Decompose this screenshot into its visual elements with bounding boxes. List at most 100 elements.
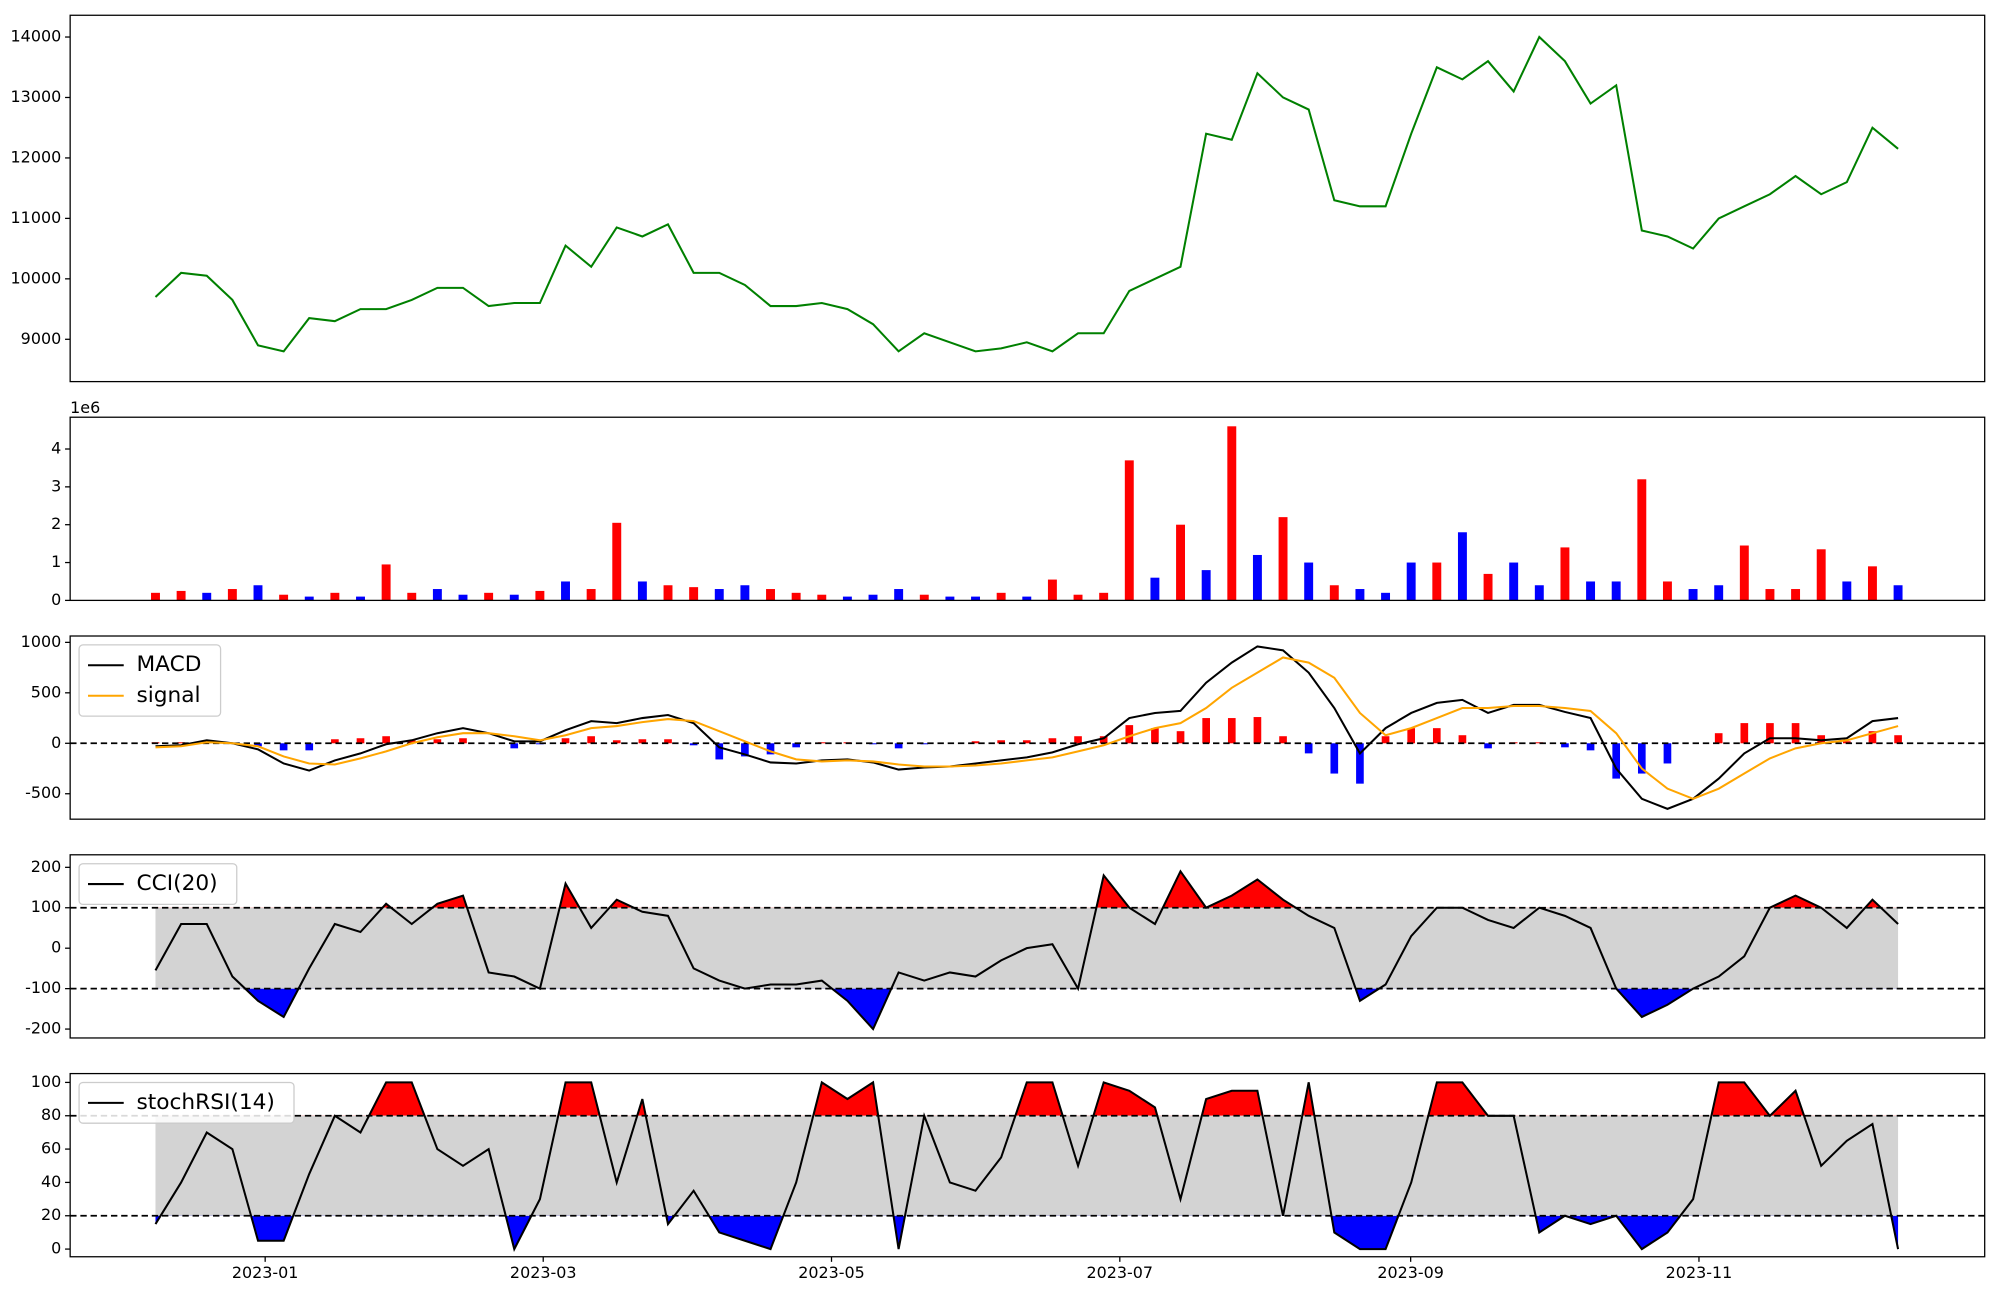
legend: stochRSI(14) [78, 1081, 295, 1124]
bar [1227, 718, 1236, 744]
legend-box [78, 863, 238, 906]
bar [1868, 731, 1877, 744]
y-tick-label: 9000 [21, 329, 62, 348]
bar [1304, 562, 1314, 601]
bar [1817, 735, 1826, 744]
bar [920, 743, 929, 745]
y-tick-label: 4 [51, 439, 61, 458]
y-tick-label: 10000 [11, 268, 62, 287]
y-tick-label: -200 [25, 1019, 61, 1038]
y-tick-label: 1000 [21, 632, 62, 651]
bar [689, 587, 699, 601]
bar [1022, 596, 1032, 601]
bar [1176, 524, 1186, 601]
x-tick-label: 2023-05 [798, 1263, 865, 1282]
bar [587, 736, 595, 744]
bar [1611, 581, 1621, 601]
bar [1688, 589, 1698, 601]
bar [305, 743, 314, 751]
bar [1561, 743, 1569, 748]
bar [868, 594, 878, 601]
bar [1586, 581, 1596, 601]
y-tick-label: 500 [31, 682, 61, 701]
bar [1637, 479, 1647, 601]
bar [253, 585, 263, 601]
bar [1279, 736, 1287, 744]
bar [1432, 562, 1442, 601]
legend-box [78, 1081, 295, 1124]
bar [509, 594, 519, 601]
bar [919, 594, 929, 601]
bar [894, 589, 904, 601]
y-tick-label: 1 [51, 552, 61, 571]
bar [714, 589, 724, 601]
bar [561, 581, 570, 601]
y-tick-label: 3 [51, 476, 61, 495]
y-tick-label: -500 [25, 783, 61, 802]
bar [1457, 532, 1467, 601]
bar [612, 740, 621, 744]
y-tick-label: 2 [51, 514, 61, 533]
legend-label: MACD [136, 652, 201, 677]
bar [356, 596, 365, 601]
bar [1766, 723, 1774, 744]
bar [1048, 738, 1057, 744]
bar [279, 594, 289, 601]
bar [663, 585, 673, 601]
bar [945, 596, 955, 601]
bar [741, 743, 749, 757]
bar [842, 596, 852, 601]
bar [1124, 460, 1134, 601]
plot-frame [69, 854, 1986, 1039]
bar [689, 743, 698, 746]
bar [1816, 549, 1826, 601]
bar [330, 592, 340, 601]
bar [1791, 723, 1800, 744]
bar [177, 742, 185, 744]
bar [381, 564, 391, 601]
bar [996, 592, 1006, 601]
bar [535, 590, 545, 601]
bar [1329, 585, 1339, 601]
y-tick-label: 11000 [11, 208, 62, 227]
bar [1662, 581, 1672, 601]
bar [740, 585, 750, 601]
legend-label: signal [136, 683, 200, 708]
bar [869, 743, 877, 745]
y-tick-label: 14000 [11, 27, 62, 46]
bar [1073, 594, 1083, 601]
bar [1125, 725, 1134, 744]
bar [1407, 728, 1416, 744]
bar [459, 738, 467, 744]
bar [433, 739, 442, 744]
bar [997, 740, 1005, 744]
bar [407, 740, 416, 744]
bar [176, 590, 186, 601]
bar [1535, 742, 1544, 744]
x-tick-label: 2023-01 [232, 1263, 299, 1282]
bar [561, 738, 570, 744]
bar [1893, 585, 1903, 601]
bar [227, 589, 237, 601]
bar [637, 581, 647, 601]
bar [356, 738, 365, 744]
bar [1586, 743, 1595, 751]
plot-frame [69, 635, 1986, 820]
series-line [155, 656, 1899, 800]
y-tick-label: 0 [51, 938, 61, 957]
legend-label: stochRSI(14) [136, 1090, 274, 1115]
y-tick-label: 40 [41, 1172, 61, 1191]
bar [766, 743, 775, 755]
bar [1663, 743, 1672, 764]
bar [331, 739, 339, 744]
y-tick-label: 12000 [11, 147, 62, 166]
bar [817, 742, 826, 744]
upper-fill [369, 1082, 1805, 1116]
bar [894, 743, 903, 749]
bar [1791, 589, 1801, 601]
bar [971, 596, 980, 601]
bar [1765, 589, 1775, 601]
bar [1432, 728, 1441, 744]
bar [971, 741, 980, 744]
